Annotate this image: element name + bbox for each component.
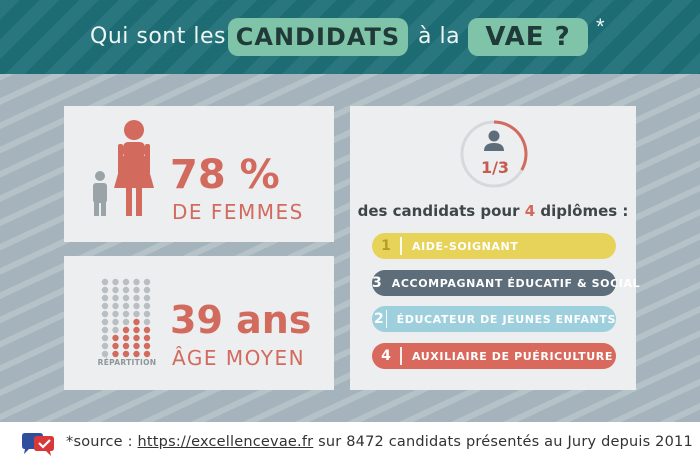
distribution-dot <box>112 310 119 318</box>
diploma-item: 4 AUXILIAIRE DE PUÉRICULTURE <box>372 343 616 369</box>
header-banner: Qui sont les CANDIDATS à la VAE ? * <box>0 0 700 74</box>
distribution-dot <box>112 350 119 358</box>
diploma-label: ÉDUCATEUR DE JEUNES ENFANTS <box>396 312 616 326</box>
diploma-rank: 4 <box>381 348 391 364</box>
distribution-dot <box>143 326 151 334</box>
distribution-dot <box>101 318 109 326</box>
header-highlight-candidats: CANDIDATS <box>228 18 408 56</box>
distribution-dot <box>122 294 130 302</box>
distribution-dot <box>112 302 119 310</box>
diploma-label: AIDE-SOIGNANT <box>412 239 519 253</box>
distribution-dot <box>133 310 140 318</box>
distribution-dot <box>122 326 130 334</box>
distribution-dot <box>101 278 109 286</box>
distribution-dot <box>101 350 109 358</box>
ratio-value: 1/3 <box>480 158 510 177</box>
distribution-dot <box>143 334 151 342</box>
diploma-rank: 2 <box>373 311 384 327</box>
distribution-dot <box>112 326 119 334</box>
distribution-dot <box>101 326 109 334</box>
distribution-dot <box>101 294 109 302</box>
distribution-dot <box>133 342 140 350</box>
distribution-dot <box>112 294 119 302</box>
distribution-dot <box>112 286 119 294</box>
distribution-dot <box>101 310 109 318</box>
diploma-rank: 3 <box>372 275 382 291</box>
diploma-item: 1 AIDE-SOIGNANT <box>372 233 616 259</box>
diploma-rank: 1 <box>381 238 391 254</box>
diplomas-title-after: diplômes : <box>535 202 629 220</box>
distribution-dot <box>133 350 140 358</box>
distribution-dot <box>122 302 130 310</box>
diploma-label: AUXILIAIRE DE PUÉRICULTURE <box>412 349 613 363</box>
distribution-dot <box>133 294 140 302</box>
distribution-dot <box>143 310 151 318</box>
ratio-ring <box>460 120 528 188</box>
header-middle: à la <box>418 24 461 49</box>
average-age-label: ÂGE MOYEN <box>172 346 306 370</box>
distribution-dot <box>143 350 151 358</box>
header-prefix: Qui sont les <box>90 24 226 49</box>
distribution-dot <box>112 278 119 286</box>
diploma-label: ACCOMPAGNANT ÉDUCATIF & SOCIAL <box>391 276 641 290</box>
header-asterisk: * <box>596 14 605 39</box>
age-distribution-icon <box>101 278 151 358</box>
women-percentage: 78 % <box>170 152 280 198</box>
diploma-item: 2 ÉDUCATEUR DE JEUNES ENFANTS <box>372 306 616 332</box>
distribution-dot <box>122 318 130 326</box>
average-age-value: 39 ans <box>170 298 312 342</box>
distribution-dot <box>101 302 109 310</box>
distribution-dot <box>133 334 140 342</box>
women-stat-card <box>64 106 334 242</box>
distribution-dot <box>122 342 130 350</box>
pill-divider <box>385 310 387 328</box>
distribution-dot <box>101 342 109 350</box>
distribution-dot <box>122 310 130 318</box>
distribution-dot <box>122 350 130 358</box>
header-highlight-vae: VAE ? <box>468 18 588 56</box>
source-prefix: *source : <box>66 434 138 450</box>
distribution-dot <box>143 278 151 286</box>
distribution-dot <box>122 278 130 286</box>
distribution-dot <box>101 286 109 294</box>
diplomas-title-number: 4 <box>524 202 536 220</box>
chat-logo-icon <box>22 433 54 456</box>
distribution-dot <box>112 334 119 342</box>
distribution-dot <box>143 342 151 350</box>
distribution-dot <box>133 318 140 326</box>
pill-divider <box>400 347 402 365</box>
distribution-dot <box>133 302 140 310</box>
distribution-dot <box>101 334 109 342</box>
women-label: DE FEMMES <box>172 200 304 224</box>
source-link[interactable]: https://excellencevae.fr <box>137 434 314 450</box>
distribution-dot <box>133 326 140 334</box>
diplomas-title: des candidats pour 4 diplômes : <box>350 202 636 220</box>
distribution-dot <box>112 342 119 350</box>
diplomas-title-before: des candidats pour <box>357 202 525 220</box>
distribution-dot <box>133 286 140 294</box>
age-stat-card <box>64 256 334 390</box>
distribution-dot <box>122 334 130 342</box>
distribution-dot <box>143 286 151 294</box>
woman-and-man-icon <box>93 120 154 216</box>
distribution-dot <box>143 294 151 302</box>
diploma-item: 3 ACCOMPAGNANT ÉDUCATIF & SOCIAL <box>372 270 640 296</box>
pill-divider <box>400 237 402 255</box>
source-suffix: sur 8472 candidats présentés au Jury dep… <box>313 434 693 450</box>
distribution-dot <box>133 278 140 286</box>
distribution-dot <box>112 318 119 326</box>
distribution-dot <box>143 318 151 326</box>
distribution-dot <box>122 286 130 294</box>
distribution-caption: RÉPARTITION <box>97 358 157 367</box>
source-note: *source : https://excellencevae.fr sur 8… <box>66 434 693 450</box>
distribution-dot <box>143 302 151 310</box>
